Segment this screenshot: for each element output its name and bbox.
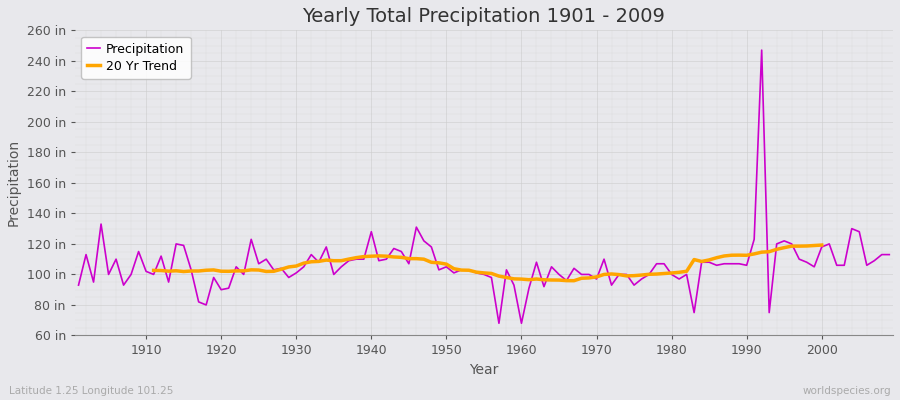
Line: Precipitation: Precipitation: [78, 50, 889, 323]
20 Yr Trend: [711, 255, 722, 260]
20 Yr Trend: [816, 243, 827, 248]
Precipitation: [298, 264, 309, 269]
20 Yr Trend: [726, 253, 737, 258]
Text: Latitude 1.25 Longitude 101.25: Latitude 1.25 Longitude 101.25: [9, 386, 174, 396]
Precipitation: [884, 252, 895, 257]
20 Yr Trend: [238, 268, 249, 273]
20 Yr Trend: [621, 274, 632, 278]
Text: worldspecies.org: worldspecies.org: [803, 386, 891, 396]
Precipitation: [524, 286, 535, 290]
Precipitation: [516, 321, 526, 326]
Precipitation: [133, 249, 144, 254]
Line: 20 Yr Trend: 20 Yr Trend: [154, 245, 822, 281]
Y-axis label: Precipitation: Precipitation: [7, 139, 21, 226]
20 Yr Trend: [148, 268, 159, 273]
20 Yr Trend: [569, 278, 580, 283]
20 Yr Trend: [351, 255, 362, 260]
Legend: Precipitation, 20 Yr Trend: Precipitation, 20 Yr Trend: [81, 36, 191, 79]
Precipitation: [73, 283, 84, 288]
X-axis label: Year: Year: [469, 363, 499, 377]
Title: Yearly Total Precipitation 1901 - 2009: Yearly Total Precipitation 1901 - 2009: [302, 7, 665, 26]
Precipitation: [344, 258, 355, 263]
Precipitation: [614, 272, 625, 277]
20 Yr Trend: [794, 244, 805, 248]
Precipitation: [756, 48, 767, 52]
Precipitation: [493, 321, 504, 326]
